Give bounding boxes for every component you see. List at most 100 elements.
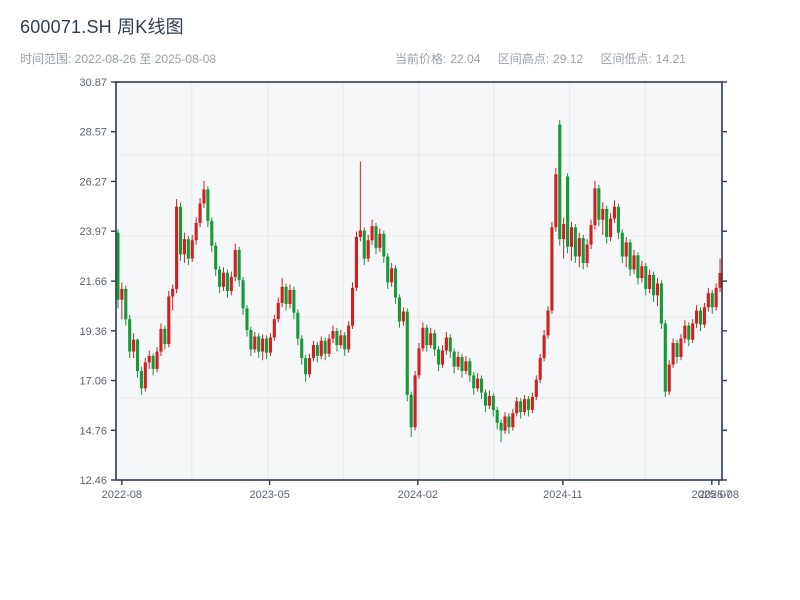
candle-up — [440, 350, 445, 365]
range-high-label: 区间高点: — [497, 52, 550, 66]
candle-down — [433, 333, 437, 350]
x-tick-label: 2024-02 — [398, 489, 438, 501]
candle-down — [405, 311, 409, 395]
candle-down — [472, 375, 476, 389]
candle-down — [245, 308, 249, 330]
candle-up — [347, 325, 351, 350]
page-title: 600071.SH 周K线图 — [20, 17, 184, 37]
y-tick-label: 30.87 — [79, 77, 107, 89]
y-tick-label: 28.57 — [79, 127, 107, 139]
candle-up — [667, 364, 671, 392]
candle-down — [628, 242, 632, 270]
candle-up — [515, 401, 519, 414]
y-tick-label: 17.06 — [79, 376, 107, 388]
candle-up — [132, 339, 136, 352]
candle-up — [401, 311, 405, 322]
candle-down — [249, 329, 253, 350]
candle-down — [186, 239, 190, 259]
candle-down — [710, 293, 714, 308]
candle-up — [511, 413, 515, 428]
candle-down — [425, 327, 429, 346]
candle-down — [335, 331, 339, 346]
candle-up — [546, 310, 550, 336]
candle-up — [288, 289, 292, 305]
candle-up — [601, 208, 605, 220]
candle-up — [120, 288, 124, 300]
candle-down — [128, 319, 132, 352]
candle-up — [272, 319, 276, 338]
candle-up — [370, 226, 374, 241]
candle-up — [311, 345, 315, 359]
candle-down — [519, 401, 523, 413]
candle-up — [413, 375, 417, 428]
candle-down — [343, 335, 347, 350]
candle-down — [163, 328, 167, 345]
candle-down — [214, 245, 218, 270]
candle-down — [124, 288, 128, 320]
y-tick-label: 19.36 — [79, 326, 107, 338]
candle-up — [554, 174, 558, 228]
candle-up — [319, 340, 323, 356]
candle-down — [257, 336, 261, 352]
candle-down — [139, 371, 143, 389]
candle-down — [386, 256, 390, 283]
range-low-value: 14.21 — [655, 52, 686, 66]
candle-up — [233, 249, 237, 278]
candle-down — [491, 395, 495, 410]
candle-down — [264, 338, 269, 353]
candle-down — [652, 274, 656, 296]
candle-down — [659, 283, 663, 324]
candle-down — [620, 232, 624, 257]
candle-up — [655, 283, 660, 296]
candle-down — [116, 232, 120, 300]
candle-down — [218, 269, 222, 287]
candle-up — [671, 342, 675, 365]
candle-up — [229, 277, 233, 292]
candle-up — [143, 362, 147, 389]
candle-up — [702, 307, 706, 325]
candle-down — [374, 226, 378, 248]
candle-up — [550, 227, 554, 311]
candle-down — [237, 249, 241, 281]
candle-up — [538, 358, 542, 380]
candle-down — [448, 337, 452, 352]
candle-down — [452, 351, 456, 367]
candle-up — [175, 206, 179, 289]
candle-up — [366, 240, 370, 259]
candle-down — [675, 342, 679, 357]
candle-down — [409, 394, 413, 428]
candle-down — [304, 358, 308, 375]
candle-up — [358, 230, 362, 238]
candle-down — [393, 268, 398, 298]
candle-up — [476, 378, 480, 389]
candle-up — [198, 203, 202, 223]
candle-down — [597, 188, 601, 220]
candle-up — [487, 395, 491, 406]
candle-down — [644, 266, 648, 289]
range-high-stat: 区间高点: 29.12 — [498, 52, 583, 66]
y-tick-label: 23.97 — [79, 226, 107, 238]
candle-up — [190, 240, 194, 259]
candle-up — [159, 328, 163, 352]
candle-up — [589, 225, 593, 245]
y-tick-label: 26.27 — [79, 176, 107, 188]
candle-down — [397, 297, 402, 322]
candle-up — [378, 233, 382, 248]
candle-down — [296, 312, 300, 339]
candle-up — [253, 336, 257, 350]
candle-up — [327, 338, 331, 354]
candle-down — [362, 230, 366, 259]
candle-up — [350, 287, 355, 326]
candle-up — [280, 286, 284, 303]
candle-up — [417, 348, 421, 376]
candle-up — [456, 356, 460, 367]
candle-up — [534, 379, 538, 397]
candle-up — [569, 227, 574, 247]
candle-up — [429, 333, 433, 346]
candle-down — [499, 422, 503, 431]
x-tick-label: 2022-08 — [102, 489, 142, 501]
candle-up — [562, 224, 566, 240]
candle-up — [624, 242, 628, 257]
price-stats: 当前价格: 22.04 区间高点: 29.12 区间低点: 14.21 — [395, 50, 700, 67]
candle-up — [171, 288, 175, 297]
